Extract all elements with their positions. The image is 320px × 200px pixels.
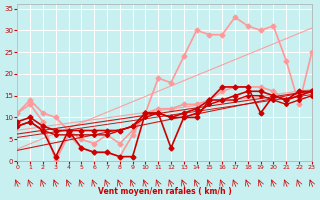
X-axis label: Vent moyen/en rafales ( km/h ): Vent moyen/en rafales ( km/h ) <box>98 187 231 196</box>
